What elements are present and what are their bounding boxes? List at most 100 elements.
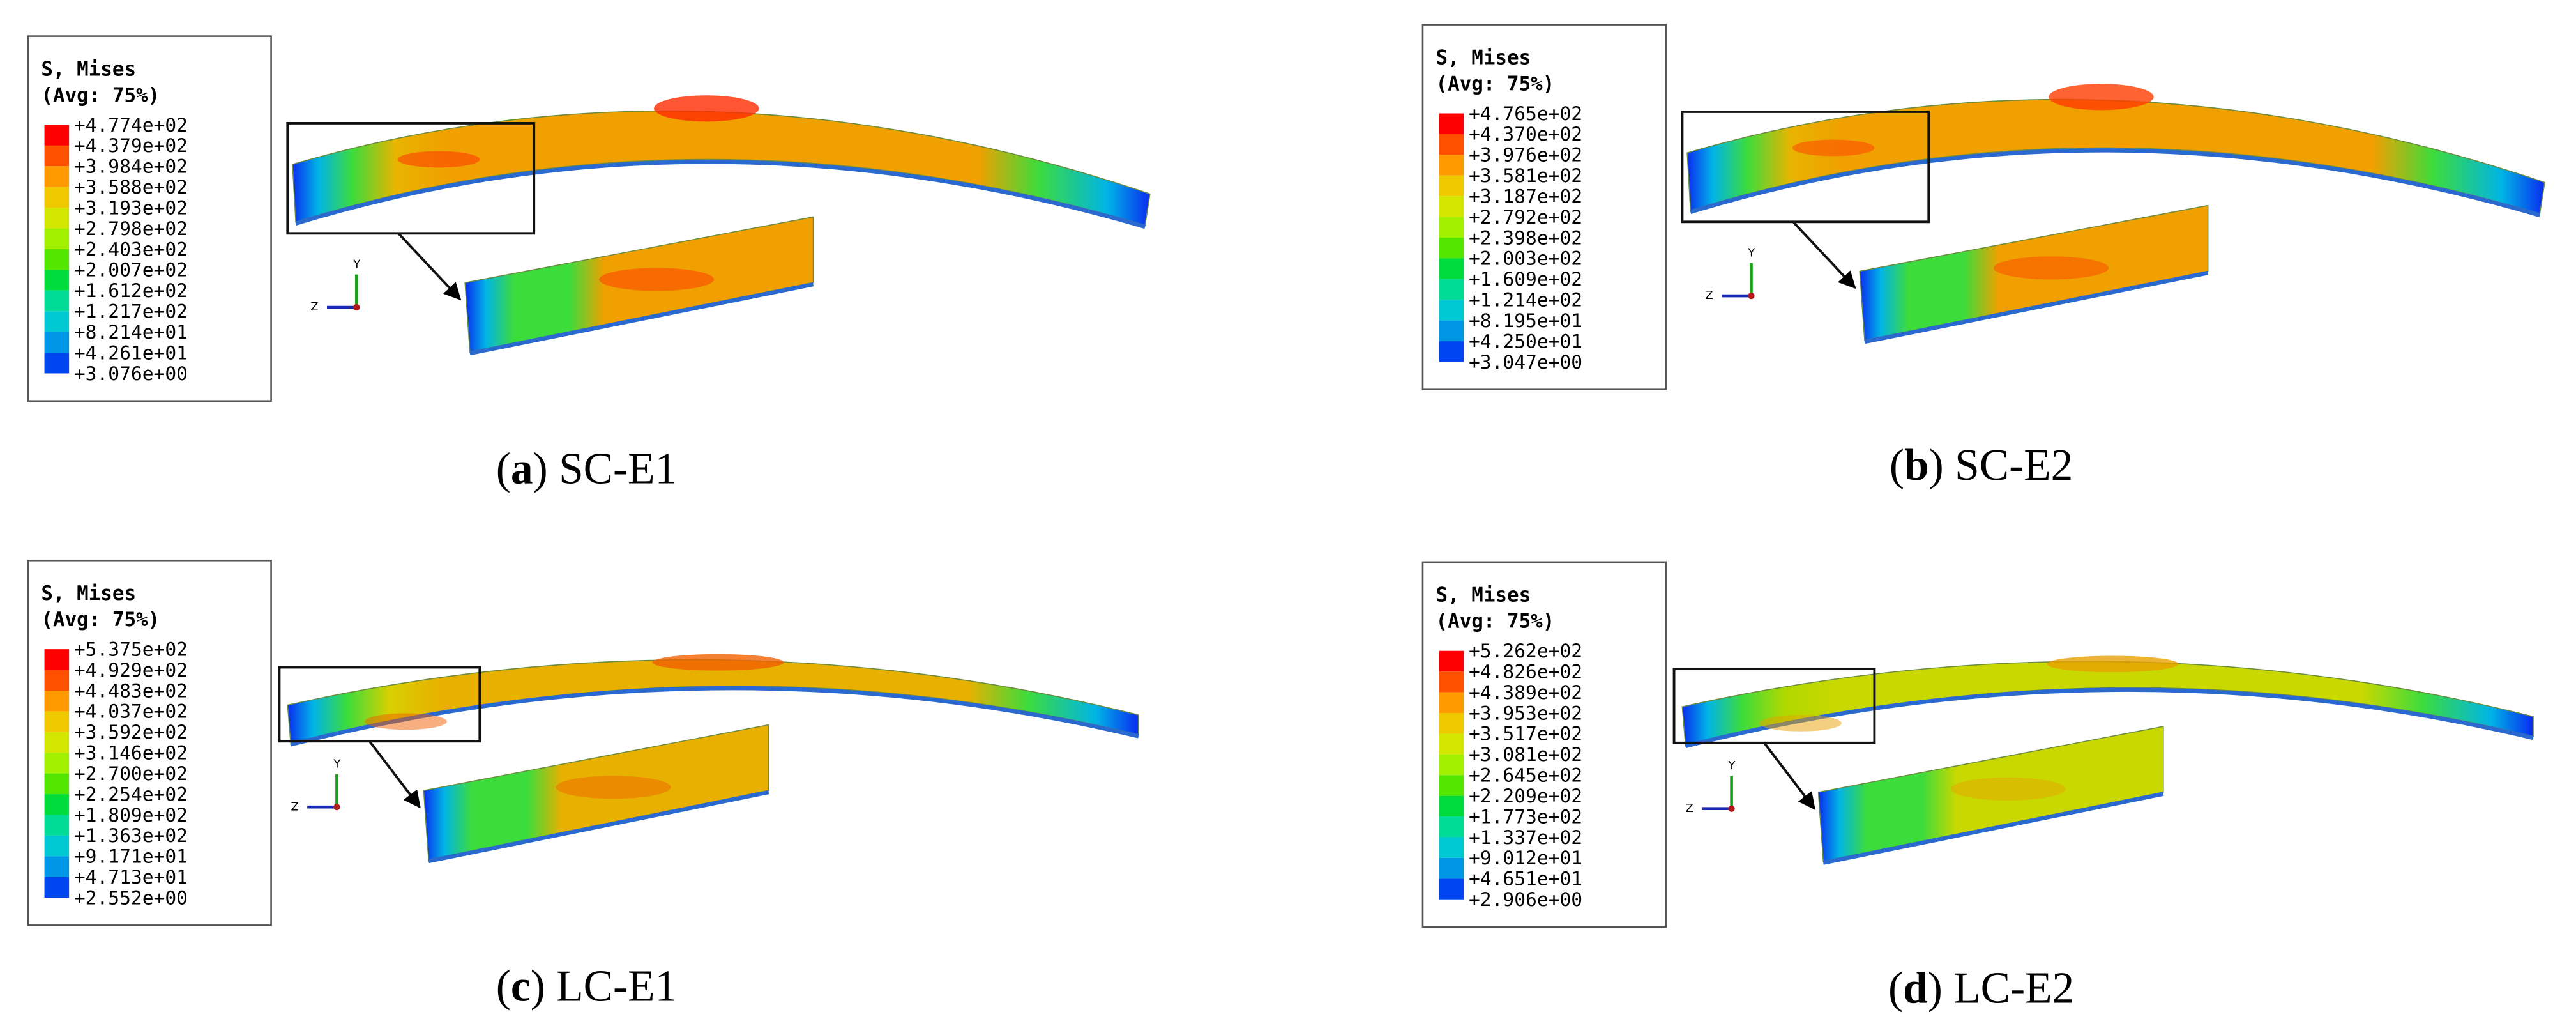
legend-swatch (1439, 671, 1464, 693)
legend-swatch (1439, 754, 1464, 776)
beam-flange (295, 160, 1146, 229)
legend-swatch (1439, 134, 1464, 155)
legend-swatch (1439, 816, 1464, 838)
legend-value: +3.187e+02 (1469, 185, 1582, 207)
legend-value: +4.929e+02 (74, 659, 188, 681)
legend-swatch (44, 649, 70, 670)
zoom-arrow (1763, 742, 1815, 810)
legend-swatch (1439, 237, 1464, 259)
triad-origin (353, 303, 360, 311)
legend-title: S, Mises (41, 582, 136, 605)
legend-value: +2.792e+02 (1469, 206, 1582, 228)
legend-value: +1.773e+02 (1469, 806, 1582, 827)
legend-value: +3.081e+02 (1469, 744, 1582, 765)
caption-letter: a (511, 444, 533, 493)
legend-swatch (44, 166, 70, 187)
triad-label: Z (291, 800, 298, 813)
beam (287, 659, 1139, 746)
legend-swatch (44, 690, 70, 712)
zoom-flange (469, 282, 814, 356)
legend-value: +3.193e+02 (74, 197, 188, 218)
legend-value: +2.645e+02 (1469, 765, 1582, 786)
legend-value: +1.809e+02 (74, 804, 188, 826)
caption-open: ( (1888, 963, 1903, 1013)
inset-box (1681, 111, 1930, 224)
zoom-arrow (1792, 220, 1856, 289)
legend-swatch (44, 732, 70, 753)
legend-value: +2.700e+02 (74, 763, 188, 785)
legend-swatch (1439, 196, 1464, 217)
legend-swatch (1439, 258, 1464, 279)
legend-value: +4.037e+02 (74, 701, 188, 723)
legend-value: +4.483e+02 (74, 680, 188, 701)
legend-swatch (1439, 878, 1464, 900)
legend-value: +9.012e+01 (1469, 847, 1582, 869)
caption: (d) LC-E2 (1888, 963, 2074, 1013)
legend-value: +2.007e+02 (74, 259, 188, 281)
zoom-peak (556, 776, 671, 799)
legend-value: +4.261e+01 (74, 342, 188, 364)
legend-value: +4.370e+02 (1469, 123, 1582, 145)
legend-value: +8.195e+01 (1469, 310, 1582, 332)
caption-name: ) SC-E1 (533, 444, 678, 493)
legend-value: +4.774e+02 (74, 114, 188, 136)
legend-swatch (44, 877, 70, 898)
legend-subtitle: (Avg: 75%) (41, 608, 160, 631)
legend-value: +2.003e+02 (1469, 248, 1582, 270)
caption-name: ) LC-E2 (1928, 963, 2074, 1013)
zoom-flange (428, 790, 769, 864)
caption-letter: c (511, 962, 531, 1011)
zoom-flange (1822, 792, 2164, 865)
legend-value: +1.337e+02 (1469, 827, 1582, 848)
inset-box (286, 122, 536, 235)
stress-peak (365, 713, 447, 730)
legend-value: +1.363e+02 (74, 825, 188, 847)
triad-label: Y (1727, 759, 1736, 772)
caption-open: ( (1890, 441, 1904, 490)
panel: S, Mises(Avg: 75%)+4.774e+02+4.379e+02+3… (27, 35, 1151, 493)
legend-swatch (1439, 650, 1464, 672)
legend-swatch (44, 835, 70, 857)
stress-peak (653, 95, 759, 122)
legend-swatch (44, 332, 70, 353)
legend-swatch (44, 228, 70, 250)
legend-swatch (1439, 155, 1464, 176)
legend-value: +4.651e+01 (1469, 868, 1582, 890)
stress-peak (1759, 715, 1842, 732)
legend-value: +3.517e+02 (1469, 723, 1582, 745)
legend-value: +2.552e+00 (74, 887, 188, 908)
legend-value: +5.262e+02 (1469, 640, 1582, 662)
legend-swatch (44, 290, 70, 312)
legend-swatch (1439, 217, 1464, 238)
legend-title: S, Mises (41, 57, 136, 80)
legend-value: +2.403e+02 (74, 238, 188, 260)
legend-value: +2.906e+00 (1469, 889, 1582, 910)
legend-value: +3.047e+00 (1469, 351, 1582, 373)
legend-value: +1.609e+02 (1469, 268, 1582, 290)
legend-value: +3.592e+02 (74, 721, 188, 743)
caption-letter: d (1903, 963, 1928, 1013)
legend-swatch (44, 773, 70, 795)
legend-subtitle: (Avg: 75%) (41, 84, 160, 107)
legend-swatch (44, 187, 70, 208)
legend-swatch (1439, 279, 1464, 300)
triad-origin (1748, 292, 1755, 300)
inset-box (1672, 668, 1876, 744)
legend-swatch (44, 208, 70, 229)
legend-subtitle: (Avg: 75%) (1436, 610, 1555, 633)
legend-swatch (44, 815, 70, 836)
panel: S, Mises(Avg: 75%)+5.375e+02+4.929e+02+4… (27, 559, 1139, 1011)
legend-swatch (1439, 795, 1464, 817)
inset-box (278, 666, 481, 743)
legend-swatch (1439, 733, 1464, 755)
legend-swatch (44, 125, 70, 146)
legend-swatch (1439, 692, 1464, 713)
beam (1686, 98, 2545, 215)
zoom-detail (423, 724, 769, 861)
legend-value: +3.588e+02 (74, 176, 188, 198)
legend-value: +3.076e+00 (74, 363, 188, 385)
stress-peak (652, 654, 784, 671)
beam-flange (1690, 148, 2541, 218)
